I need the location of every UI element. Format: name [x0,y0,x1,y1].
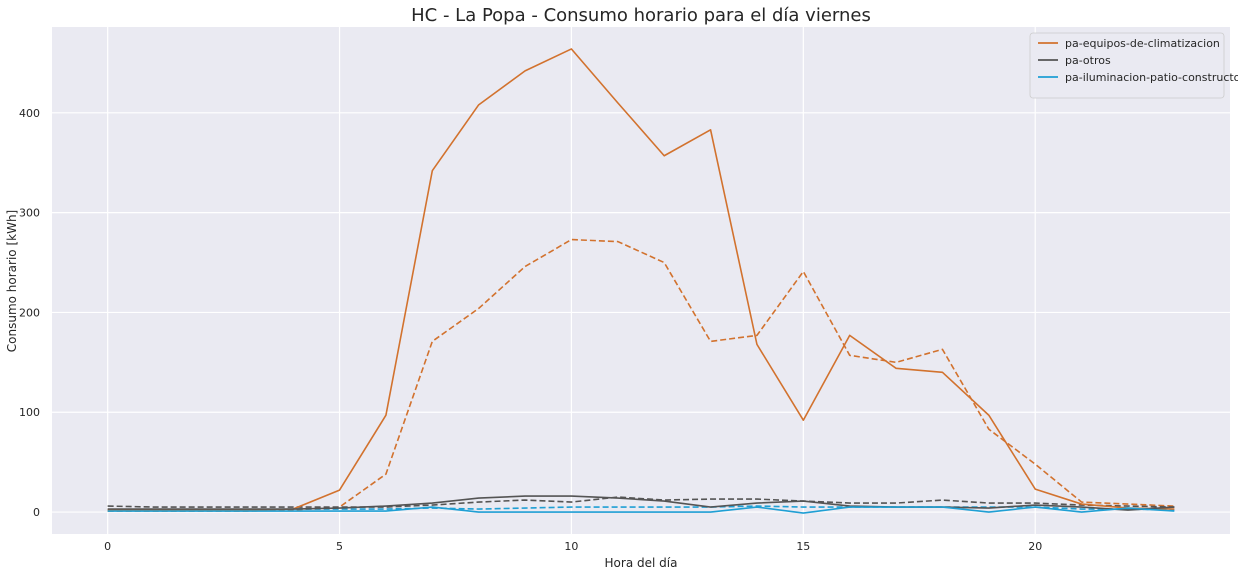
series-5-dashed-line [107,505,1175,511]
legend-box [1029,32,1225,99]
legend: pa-equipos-de-climatizacion pa-otros pa-il… [1029,32,1238,99]
x-tick-labels: 0 5 10 15 20 [104,540,1042,553]
legend-entry: pa-equipos-de-climatizacion [1065,37,1220,50]
series-3-dashed-line [107,238,1175,512]
series-4-dashed-line [107,496,1175,508]
y-tick-label: 200 [19,306,40,319]
plot-background [52,27,1230,534]
x-tick-label: 5 [336,540,343,553]
y-tick-labels: 0 100 200 300 400 [19,107,40,519]
legend-entry: pa-otros [1065,54,1111,67]
x-axis-label: Hora del día [605,556,678,570]
y-tick-label: 400 [19,107,40,120]
x-tick-label: 20 [1028,540,1042,553]
y-tick-label: 100 [19,406,40,419]
chart-title: HC - La Popa - Consumo horario para el d… [411,5,871,26]
y-tick-label: 0 [33,506,40,519]
pa-otros-line [107,495,1175,511]
series-lines [107,48,1175,514]
y-tick-label: 300 [19,207,40,220]
x-tick-label: 15 [796,540,810,553]
x-tick-label: 10 [564,540,578,553]
legend-entry: pa-iluminacion-patio-constructor [1065,71,1238,84]
x-tick-label: 0 [104,540,111,553]
pa-iluminacion-patio-constructor-line [107,506,1175,514]
y-axis-label: Consumo horario [kWh] [5,210,19,352]
